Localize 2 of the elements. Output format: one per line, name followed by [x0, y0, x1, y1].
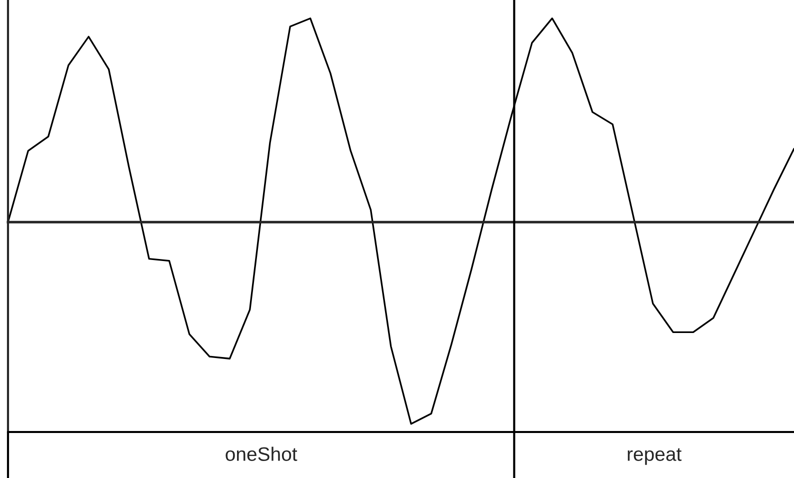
text: oneShot: [226, 446, 298, 461]
text: repeat: [628, 448, 682, 465]
